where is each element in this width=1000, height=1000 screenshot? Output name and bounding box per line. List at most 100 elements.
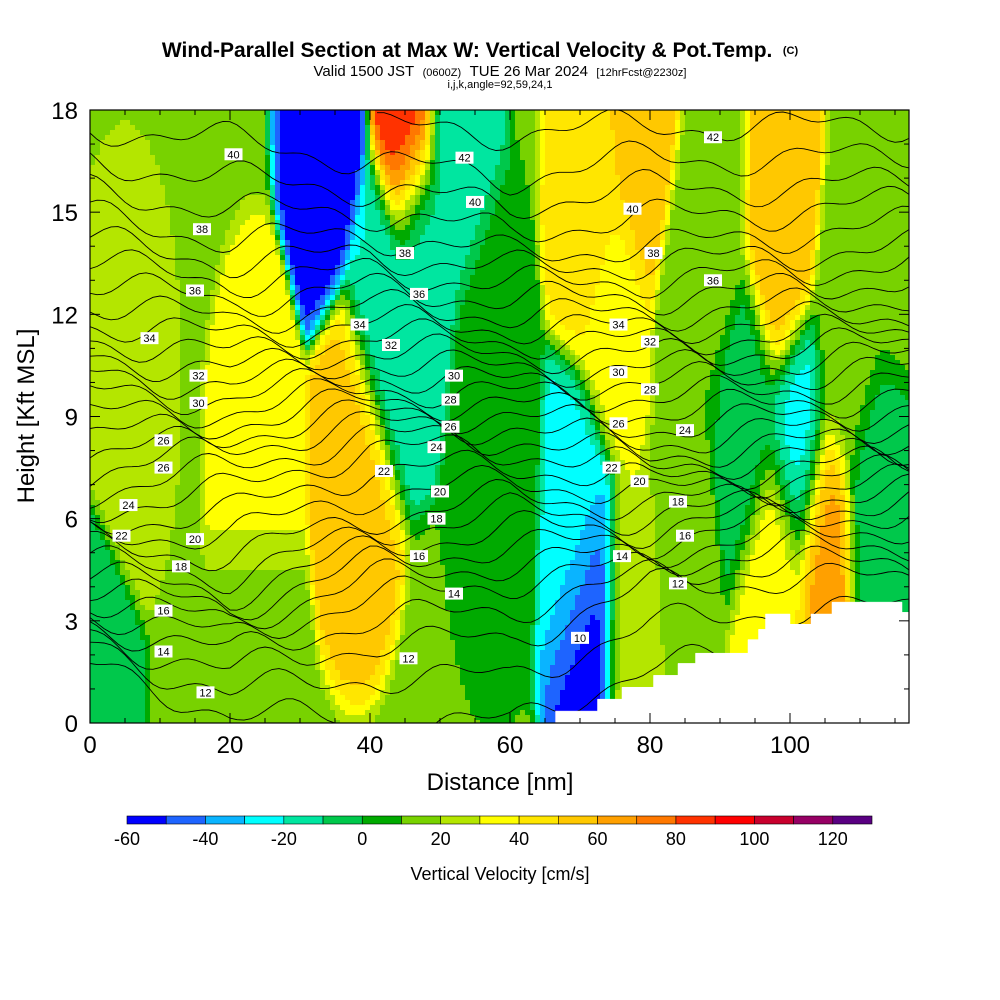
velocity-cell [510,200,516,206]
valid-date: TUE 26 Mar 2024 [470,63,588,80]
velocity-cell [340,230,346,236]
velocity-cell [385,155,391,161]
velocity-cell [300,215,306,221]
velocity-cell [130,145,136,151]
velocity-cell [420,140,426,146]
velocity-cell [840,155,846,161]
velocity-cell [505,215,511,221]
velocity-cell [265,140,271,146]
velocity-cell [460,110,466,116]
velocity-cell [485,245,491,251]
velocity-cell [200,195,206,201]
velocity-cell [150,160,156,166]
velocity-cell [470,255,476,261]
velocity-cell [815,140,821,146]
velocity-cell [505,245,511,251]
velocity-cell [630,140,636,146]
velocity-cell [785,165,791,171]
velocity-cell [310,175,316,181]
velocity-cell [315,250,321,256]
velocity-cell [300,140,306,146]
velocity-cell [300,165,306,171]
velocity-cell [585,180,591,186]
velocity-cell [485,120,491,126]
velocity-cell [540,195,546,201]
velocity-cell [325,245,331,251]
velocity-cell [585,245,591,251]
velocity-cell [310,240,316,246]
velocity-cell [440,220,446,226]
velocity-cell [315,190,321,196]
velocity-cell [230,240,236,246]
velocity-cell [690,205,696,211]
velocity-cell [775,125,781,131]
velocity-cell [135,220,141,226]
velocity-cell [640,140,646,146]
velocity-cell [720,125,726,131]
velocity-cell [550,220,556,226]
velocity-cell [625,160,631,166]
velocity-cell [730,195,736,201]
velocity-cell [180,245,186,251]
velocity-cell [680,170,686,176]
velocity-cell [430,175,436,181]
velocity-cell [300,195,306,201]
velocity-cell [720,250,726,256]
velocity-cell [890,165,896,171]
velocity-cell [875,220,881,226]
velocity-cell [865,175,871,181]
velocity-cell [240,185,246,191]
velocity-cell [695,170,701,176]
velocity-cell [135,170,141,176]
velocity-cell [230,185,236,191]
velocity-cell [870,195,876,201]
velocity-cell [710,145,716,151]
velocity-cell [290,170,296,176]
copyright-mark: (C) [783,45,799,57]
velocity-cell [360,145,366,151]
velocity-cell [810,155,816,161]
velocity-cell [235,245,241,251]
velocity-cell [855,125,861,131]
velocity-cell [685,235,691,241]
velocity-cell [190,200,196,206]
velocity-cell [740,170,746,176]
velocity-cell [450,235,456,241]
velocity-cell [220,190,226,196]
velocity-cell [565,245,571,251]
velocity-cell [165,225,171,231]
velocity-cell [515,240,521,246]
velocity-cell [820,165,826,171]
velocity-cell [720,110,726,116]
velocity-cell [470,130,476,136]
velocity-cell [365,110,371,116]
velocity-cell [455,215,461,221]
velocity-cell [735,170,741,176]
velocity-cell [775,250,781,256]
velocity-cell [480,135,486,141]
velocity-cell [480,215,486,221]
velocity-cell [630,195,636,201]
velocity-cell [800,115,806,121]
velocity-cell [575,165,581,171]
velocity-cell [605,115,611,121]
velocity-cell [820,110,826,116]
velocity-cell [275,130,281,136]
velocity-cell [380,135,386,141]
velocity-cell [585,150,591,156]
velocity-cell [310,115,316,121]
velocity-cell [135,150,141,156]
velocity-cell [180,135,186,141]
velocity-cell [700,150,706,156]
velocity-cell [160,215,166,221]
velocity-cell [780,210,786,216]
velocity-cell [300,180,306,186]
velocity-cell [825,250,831,256]
velocity-cell [430,125,436,131]
velocity-cell [360,120,366,126]
velocity-cell [340,175,346,181]
velocity-cell [835,165,841,171]
velocity-cell [245,225,251,231]
velocity-cell [440,215,446,221]
velocity-cell [510,130,516,136]
